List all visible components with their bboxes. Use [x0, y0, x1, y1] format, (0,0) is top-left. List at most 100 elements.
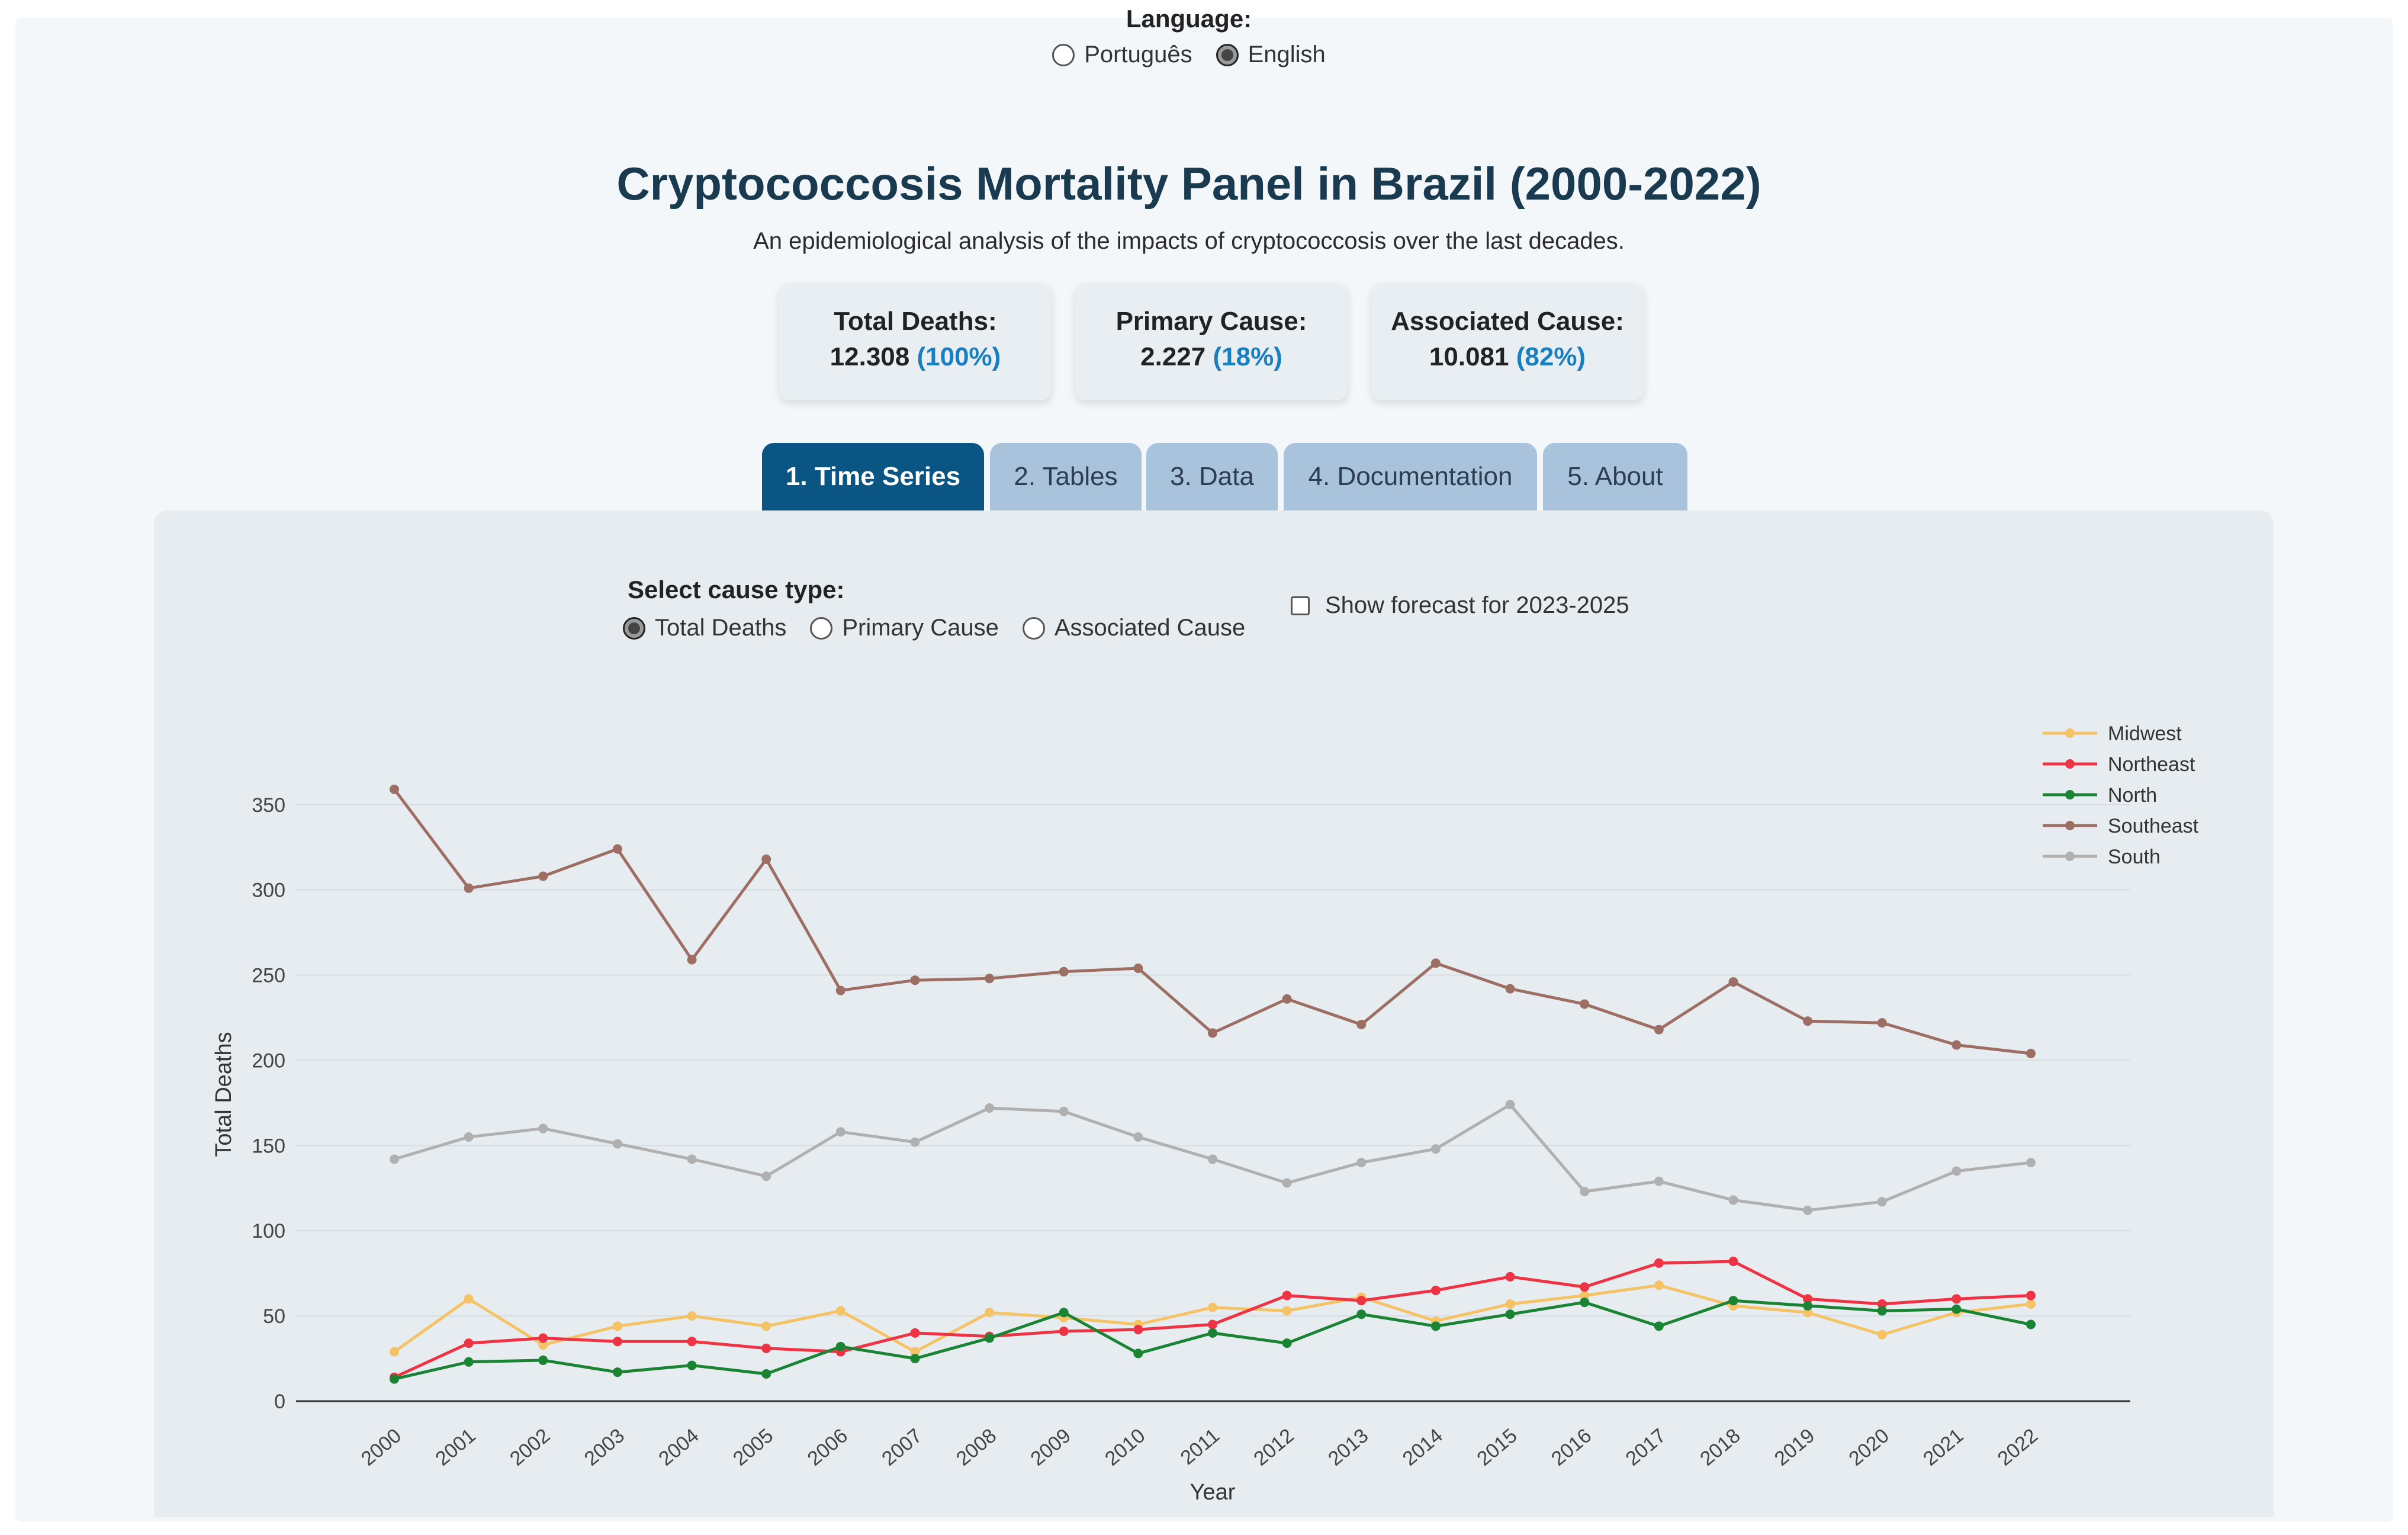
tab-data[interactable]: 3. Data: [1146, 443, 1278, 510]
data-point-midwest: [761, 1321, 771, 1331]
data-point-north: [1877, 1306, 1887, 1316]
y-tick-label: 50: [263, 1305, 285, 1328]
data-point-southeast: [1133, 964, 1143, 974]
cause-option-primary-cause[interactable]: Primary Cause: [810, 615, 999, 641]
data-point-north: [464, 1357, 474, 1367]
x-tick-label: 2011: [1176, 1424, 1224, 1469]
data-point-south: [1282, 1178, 1292, 1188]
data-point-midwest: [538, 1340, 548, 1350]
language-option-english[interactable]: English: [1216, 41, 1326, 68]
data-point-south: [1059, 1106, 1069, 1116]
data-point-northeast: [2026, 1290, 2036, 1300]
data-point-southeast: [1952, 1040, 1962, 1050]
data-point-southeast: [464, 883, 474, 893]
legend-marker: [2065, 728, 2075, 738]
data-point-south: [761, 1171, 771, 1181]
data-point-south: [464, 1132, 474, 1142]
y-tick-label: 300: [252, 879, 285, 902]
data-point-northeast: [1133, 1325, 1143, 1335]
stat-value-line: 10.081 (82%): [1371, 342, 1644, 372]
data-point-southeast: [612, 844, 622, 854]
data-point-midwest: [1877, 1330, 1887, 1340]
data-point-southeast: [687, 955, 697, 965]
data-point-southeast: [538, 871, 548, 881]
forecast-checkbox[interactable]: [1291, 596, 1310, 615]
data-point-midwest: [1505, 1299, 1515, 1309]
x-tick-label: 2009: [1026, 1424, 1075, 1470]
x-tick-label: 2000: [357, 1424, 406, 1470]
series-line-northeast: [393, 1260, 2031, 1379]
x-axis-title: Year: [1190, 1480, 1236, 1505]
data-point-northeast: [910, 1328, 920, 1338]
legend-label: North: [2108, 784, 2157, 807]
data-point-midwest: [687, 1311, 697, 1321]
cause-option-total-deaths[interactable]: Total Deaths: [623, 615, 786, 641]
x-tick-label: 2022: [1994, 1424, 2042, 1470]
forecast-label: Show forecast for 2023-2025: [1325, 592, 1629, 618]
y-tick-label: 0: [274, 1391, 285, 1413]
stat-label: Associated Cause:: [1391, 307, 1624, 336]
data-point-northeast: [1877, 1299, 1887, 1309]
data-point-midwest: [390, 1347, 399, 1357]
tab-tables[interactable]: 2. Tables: [990, 443, 1142, 510]
language-option-portuguese[interactable]: Português: [1052, 41, 1192, 68]
radio-unchecked-icon[interactable]: [810, 616, 833, 640]
data-point-north: [1208, 1328, 1217, 1338]
data-point-midwest: [2026, 1299, 2036, 1309]
data-point-midwest: [1208, 1302, 1217, 1312]
data-point-southeast: [910, 975, 920, 985]
data-point-south: [1133, 1132, 1143, 1142]
data-point-north: [538, 1355, 548, 1365]
tab-time-series[interactable]: 1. Time Series: [762, 443, 984, 510]
x-tick-label: 2002: [506, 1424, 554, 1470]
series-line-southeast: [393, 788, 2031, 1055]
data-point-south: [687, 1154, 697, 1164]
cause-option-associated-cause[interactable]: Associated Cause: [1022, 615, 1246, 641]
x-tick-label: 2020: [1844, 1424, 1893, 1470]
radio-unchecked-icon[interactable]: [1052, 43, 1075, 66]
data-point-north: [1505, 1309, 1515, 1319]
radio-checked-icon[interactable]: [623, 616, 645, 640]
radio-checked-icon[interactable]: [1216, 43, 1239, 66]
tab-about[interactable]: 5. About: [1543, 443, 1687, 510]
legend-marker: [2065, 821, 2075, 830]
x-tick-label: 2012: [1249, 1424, 1298, 1470]
radio-unchecked-icon[interactable]: [1022, 616, 1045, 640]
x-tick-label: 2003: [580, 1424, 629, 1470]
data-point-southeast: [1505, 984, 1515, 994]
legend-label: Southeast: [2108, 815, 2199, 837]
y-tick-label: 350: [252, 794, 285, 817]
forecast-toggle[interactable]: Show forecast for 2023-2025: [1291, 592, 1629, 619]
stat-card-primary-cause: Primary Cause: 2.227 (18%): [1075, 283, 1348, 400]
x-tick-label: 2016: [1547, 1424, 1596, 1470]
cause-type-options: Total Deaths Primary Cause Associated Ca…: [623, 615, 1245, 641]
legend-label: Midwest: [2108, 722, 2182, 745]
data-point-northeast: [1208, 1319, 1217, 1330]
stat-value: 2.227: [1140, 342, 1206, 371]
tab-documentation[interactable]: 4. Documentation: [1284, 443, 1537, 510]
data-point-north: [1728, 1296, 1738, 1306]
stat-value: 12.308: [830, 342, 910, 371]
data-point-north: [687, 1360, 697, 1370]
data-point-northeast: [538, 1333, 548, 1343]
data-point-south: [612, 1139, 622, 1149]
y-tick-label: 200: [252, 1049, 285, 1072]
x-tick-label: 2018: [1696, 1424, 1744, 1470]
x-tick-label: 2013: [1324, 1424, 1372, 1470]
data-point-southeast: [1059, 966, 1069, 977]
data-point-north: [835, 1341, 845, 1351]
x-tick-label: 2004: [654, 1424, 703, 1470]
data-point-north: [390, 1374, 399, 1384]
legend-label: Northeast: [2108, 753, 2195, 776]
data-point-southeast: [1803, 1016, 1813, 1026]
x-tick-label: 2017: [1622, 1424, 1670, 1470]
data-point-south: [1877, 1197, 1887, 1207]
data-point-northeast: [687, 1337, 697, 1347]
data-point-north: [1430, 1321, 1441, 1331]
data-point-midwest: [1580, 1290, 1590, 1300]
data-point-north: [910, 1354, 920, 1364]
data-point-north: [1654, 1321, 1664, 1331]
data-point-southeast: [1877, 1018, 1887, 1028]
cause-option-label: Associated Cause: [1054, 615, 1246, 641]
